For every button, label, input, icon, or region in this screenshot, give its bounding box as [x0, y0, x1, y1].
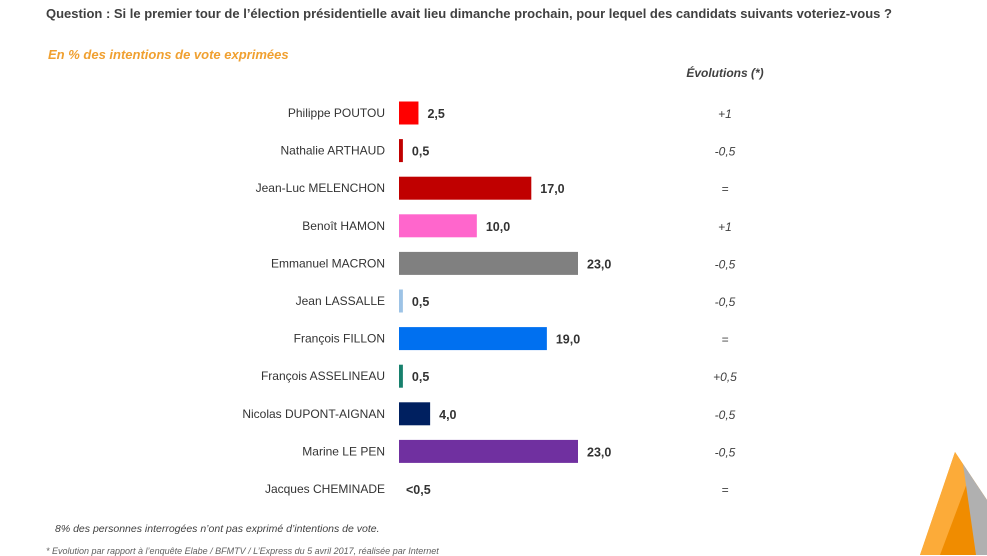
category-label: François ASSELINEAU	[261, 369, 385, 383]
evolution-value: =	[721, 182, 728, 196]
bar	[399, 439, 578, 463]
evolution-value: +0,5	[713, 370, 737, 384]
category-label: Emmanuel MACRON	[271, 256, 385, 270]
category-label: Philippe POUTOU	[288, 106, 385, 120]
category-label: Jean LASSALLE	[296, 294, 385, 308]
value-label: 23,0	[587, 257, 611, 271]
category-label: Benoît HAMON	[302, 219, 385, 233]
evolution-value: -0,5	[715, 408, 736, 422]
evolution-value: -0,5	[715, 445, 736, 459]
bar	[399, 402, 431, 426]
value-label: 0,5	[412, 295, 429, 309]
bar	[399, 251, 578, 275]
bar	[399, 364, 403, 388]
value-label: <0,5	[406, 483, 431, 497]
category-label: Jean-Luc MELENCHON	[256, 181, 385, 195]
bar-chart: Philippe POUTOU 2,5 +1 Nathalie ARTHAUD 0,5 -…	[242, 101, 737, 497]
category-label: Marine LE PEN	[302, 444, 385, 458]
value-label: 23,0	[587, 445, 611, 459]
value-label: 17,0	[540, 182, 564, 196]
bar	[399, 214, 477, 238]
question-text: Question : Si le premier tour de l’élect…	[46, 6, 892, 21]
elabe-logo-icon	[920, 452, 987, 555]
bar	[399, 289, 403, 313]
category-label: François FILLON	[294, 332, 385, 346]
evolution-value: +1	[718, 107, 732, 121]
value-label: 10,0	[486, 220, 510, 234]
evolution-value: =	[721, 483, 728, 497]
evolution-value: -0,5	[715, 145, 736, 159]
value-label: 2,5	[427, 107, 444, 121]
category-label: Nicolas DUPONT-AIGNAN	[242, 407, 385, 421]
evolution-value: -0,5	[715, 295, 736, 309]
footnote: * Evolution par rapport à l’enquête Elab…	[46, 546, 439, 556]
value-label: 19,0	[556, 333, 580, 347]
category-label: Nathalie ARTHAUD	[281, 144, 386, 158]
value-label: 0,5	[412, 370, 429, 384]
evolution-value: -0,5	[715, 257, 736, 271]
evolutions-header: Évolutions (*)	[686, 66, 764, 80]
value-label: 4,0	[439, 408, 456, 422]
evolution-value: +1	[718, 220, 732, 234]
bar	[399, 327, 547, 351]
bar	[399, 139, 403, 163]
bar	[399, 101, 419, 125]
bar	[399, 176, 532, 200]
non-expressed-note: 8% des personnes interrogées n’ont pas e…	[55, 523, 380, 535]
category-label: Jacques CHEMINADE	[265, 482, 385, 496]
evolution-value: =	[721, 333, 728, 347]
value-label: 0,5	[412, 145, 429, 159]
chart-subtitle: En % des intentions de vote exprimées	[48, 47, 289, 62]
